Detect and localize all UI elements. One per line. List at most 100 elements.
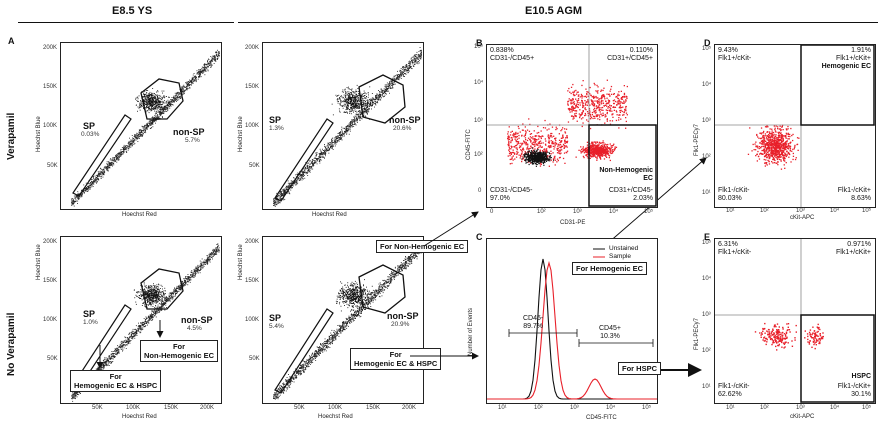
x-tick: 10² [534, 405, 543, 411]
x-tick: 10¹ [726, 208, 735, 214]
y-tick: 50K [47, 163, 58, 169]
panel-letter-a: A [8, 36, 15, 46]
x-tick: 200K [402, 405, 417, 411]
flk1-ckit-dotplot-d: 9.43% Flk1+/cKit- 1.91% Flk1+/cKit+ Hemo… [714, 44, 876, 208]
x-tick: 10⁵ [862, 405, 872, 411]
sp-gate [274, 308, 334, 394]
y-tick: 10³ [702, 118, 711, 124]
y-axis-label: Flk1-PECy7 [694, 123, 700, 156]
x-tick: 10⁵ [862, 208, 872, 214]
y-tick: 200K [245, 239, 260, 245]
non-sp-gate [140, 268, 184, 310]
x-tick: 10⁵ [644, 209, 654, 215]
legend-unstained: Unstained [609, 245, 639, 252]
y-axis-label: CD45-FITC [466, 129, 472, 160]
x-tick: 100K [328, 405, 343, 411]
sp-label: SP [83, 121, 96, 131]
y-tick: 50K [249, 163, 260, 169]
non-hemogenic-gate [588, 124, 657, 207]
x-tick: 200K [200, 405, 215, 411]
cd31-cd45-dotplot: 0.838% CD31-/CD45+ 0.110% CD31+/CD45+ CD… [486, 44, 658, 208]
quadrant-ul-label: 9.43% Flk1+/cKit- [718, 47, 752, 62]
x-tick: 10³ [573, 209, 582, 215]
sp-gate [72, 114, 132, 197]
quadrant-ur-label: 0.971% Flk1+/cKit+ [835, 241, 871, 256]
non-hemogenic-ec-title: Non-Hemogenic EC [599, 167, 653, 182]
y-tick: 50K [47, 356, 58, 362]
x-axis-label: Hoechst Red [122, 414, 157, 420]
sp-percent: 1.0% [83, 319, 98, 326]
cd45-histogram-svg [487, 248, 657, 400]
quadrant-ur-label: 1.91% Flk1+/cKit+ [835, 47, 871, 62]
non-sp-gate [358, 74, 406, 124]
y-tick: 10² [702, 348, 711, 354]
cd31-cd45-scatter-svg [487, 45, 657, 207]
quadrant-lr-label: Flk1-/cKit+ 30.1% [837, 383, 871, 398]
hoechst-plot-ys-verapamil: SP 0.03% non-SP 5.7% [60, 42, 222, 210]
x-tick: 10² [537, 209, 546, 215]
non-sp-percent: 4.5% [187, 325, 202, 332]
non-sp-label: non-SP [387, 311, 419, 321]
x-axis-label: Hoechst Red [318, 414, 353, 420]
hoechst-plot-agm-no-verapamil: SP 5.4% non-SP 20.9% [262, 236, 424, 404]
x-tick: 10¹ [498, 405, 507, 411]
hoechst-scatter-svg [273, 47, 422, 207]
callout-hemogenic-ec: For Hemogenic EC [572, 262, 648, 275]
x-tick: 10⁴ [609, 209, 619, 215]
flk1-ckit-dotplot-e: 6.31% Flk1+/cKit- 0.971% Flk1+/cKit+ Flk… [714, 238, 876, 404]
x-axis-label: CD45-FITC [586, 415, 617, 421]
y-tick: 200K [43, 45, 58, 51]
quadrant-ll-label: CD31-/CD45- 97.0% [490, 187, 533, 202]
header-yolk-sac-line [18, 22, 234, 23]
x-tick: 50K [294, 405, 305, 411]
flk1-ckit-scatter-svg [715, 45, 875, 207]
y-tick: 10⁴ [702, 276, 712, 282]
sp-label: SP [83, 309, 96, 319]
y-axis-label: Flk1-PECy7 [694, 317, 700, 350]
x-tick: 10³ [796, 405, 805, 411]
sp-label: SP [269, 313, 282, 323]
x-tick: 10⁵ [642, 405, 652, 411]
quadrant-ul-label: 6.31% Flk1+/cKit- [718, 241, 752, 256]
header-agm: E10.5 AGM [525, 5, 583, 17]
header-agm-line [238, 22, 878, 23]
cd45-neg-label: CD45- 89.7% [523, 315, 544, 330]
y-tick: 10⁵ [474, 44, 484, 50]
flk1-ckit-scatter-svg [715, 239, 875, 403]
y-tick: 10⁴ [702, 82, 712, 88]
sp-percent: 1.3% [269, 125, 284, 132]
hspc-gate [800, 314, 875, 403]
quadrant-ll-label: Flk1-/cKit- 62.62% [718, 383, 750, 398]
sp-percent: 0.03% [81, 131, 100, 138]
y-tick: 0 [478, 188, 482, 194]
y-tick: 10³ [474, 118, 483, 124]
callout-hemogenic-ec-hspc-agm: For Hemogenic EC & HSPC [350, 348, 442, 370]
x-axis-label: cKit-APC [790, 414, 815, 420]
panel-letter-d: D [704, 38, 711, 48]
non-sp-gate [358, 264, 406, 314]
unstained-curve [487, 258, 657, 400]
y-tick: 10² [702, 154, 711, 160]
y-tick: 10¹ [702, 384, 711, 390]
y-tick: 100K [43, 317, 58, 323]
legend-sample: Sample [609, 253, 632, 260]
y-tick: 200K [245, 45, 260, 51]
y-tick: 150K [245, 84, 260, 90]
x-tick: 100K [126, 405, 141, 411]
hoechst-scatter-svg [273, 240, 422, 400]
hemogenic-ec-title: Hemogenic EC [821, 63, 871, 70]
y-tick: 100K [245, 123, 260, 129]
non-sp-label: non-SP [181, 315, 213, 325]
panel-letter-c: C [476, 232, 483, 242]
y-tick: 150K [43, 278, 58, 284]
hspc-title: HSPC [851, 373, 871, 380]
sp-label: SP [269, 115, 282, 125]
x-axis-label: CD31-PE [560, 220, 586, 226]
y-tick: 10⁵ [702, 46, 712, 52]
x-tick: 150K [366, 405, 381, 411]
quadrant-ll-label: Flk1-/cKit- 80.03% [718, 187, 750, 202]
hemogenic-gate [800, 45, 875, 126]
y-tick: 100K [43, 123, 58, 129]
panel-letter-e: E [704, 232, 711, 242]
y-tick: 10⁴ [474, 80, 484, 86]
